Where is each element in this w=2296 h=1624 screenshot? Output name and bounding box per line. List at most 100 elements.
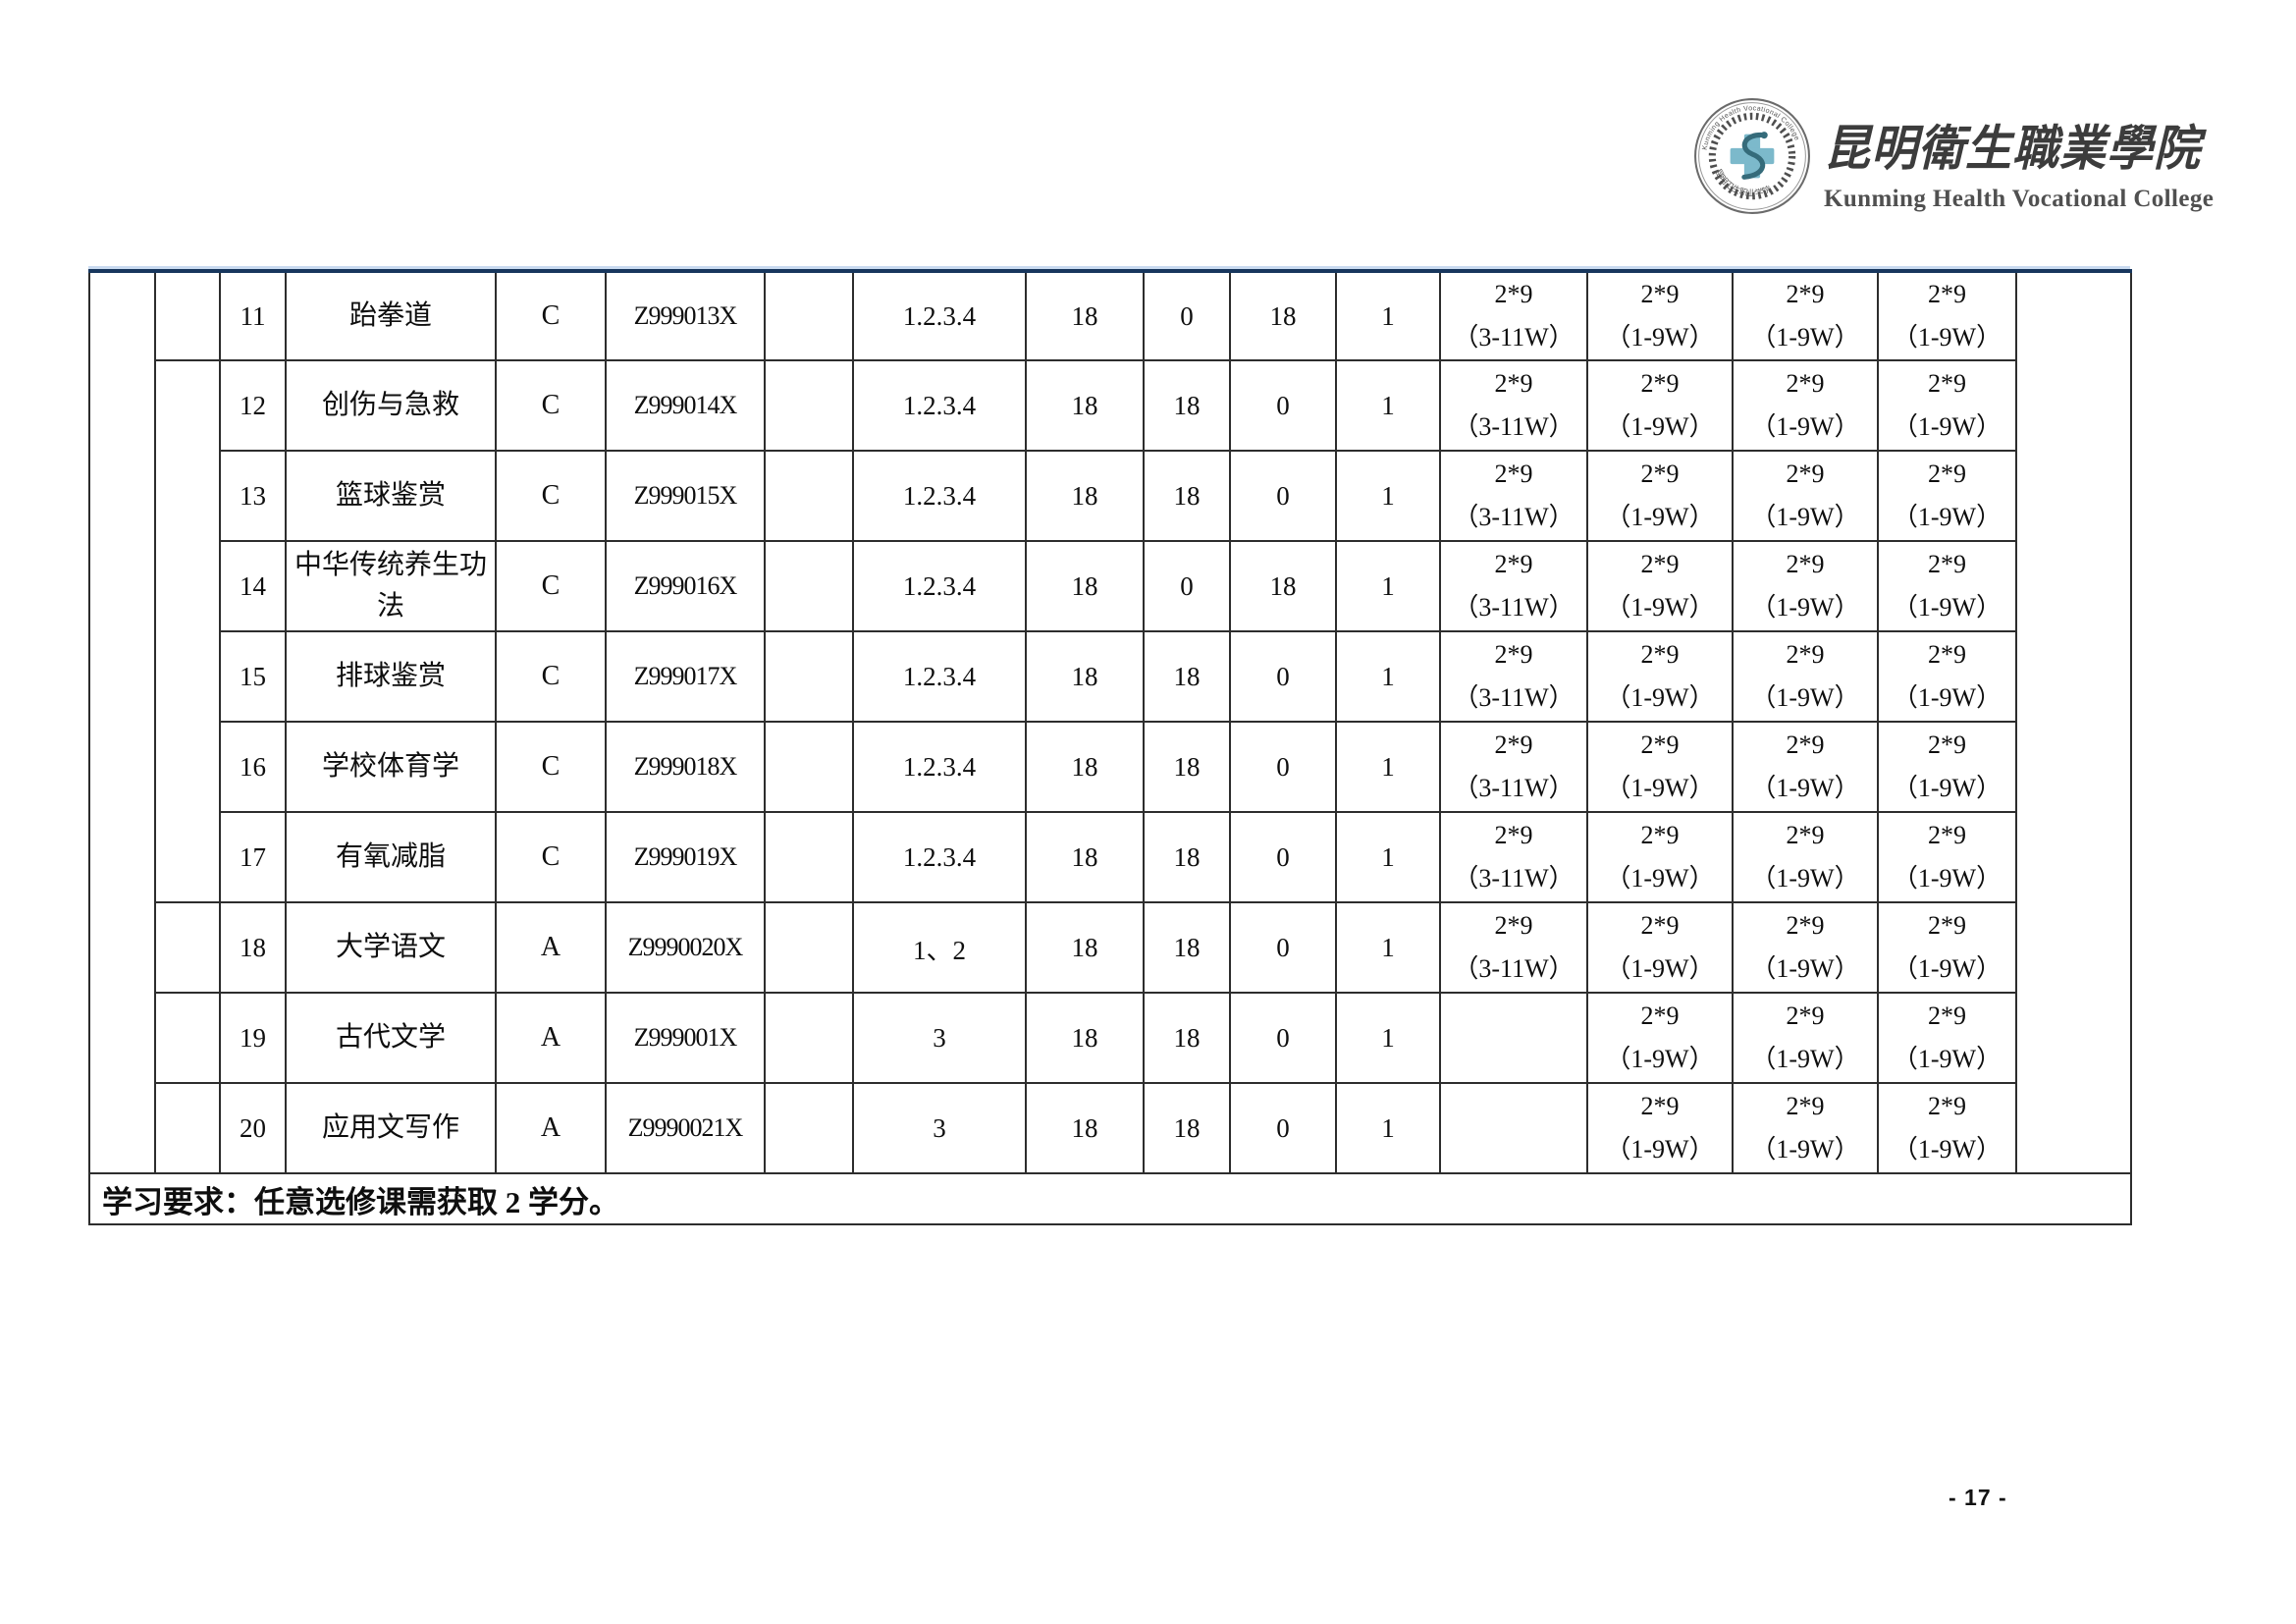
course-code: Z999018X: [605, 721, 766, 814]
course-week-schedule: 2*9 （3-11W）: [1439, 630, 1588, 724]
week-hours: 2*9: [1640, 911, 1680, 941]
week-hours: 2*9: [1928, 1092, 1966, 1121]
course-semesters: 1.2.3.4: [852, 359, 1027, 453]
category-cell-sub: [154, 1082, 221, 1175]
week-range: （1-9W）: [1892, 1135, 2002, 1164]
course-credits: 1: [1335, 450, 1441, 543]
course-week-schedule: 2*9 （1-9W）: [1877, 450, 2017, 543]
course-week-schedule: 2*9 （3-11W）: [1439, 450, 1588, 543]
course-credits: 1: [1335, 721, 1441, 814]
week-range: （1-9W）: [1892, 774, 2002, 803]
course-theory-hours: 0: [1143, 540, 1231, 633]
course-theory-hours: 18: [1143, 1082, 1231, 1175]
course-type: A: [495, 992, 607, 1085]
course-practice-hours: 0: [1229, 992, 1337, 1085]
week-hours: 2*9: [1928, 280, 1966, 308]
week-range: （3-11W）: [1453, 503, 1575, 532]
week-hours: 2*9: [1494, 640, 1533, 670]
course-number: 16: [219, 721, 287, 814]
week-range: （1-9W）: [1605, 954, 1715, 984]
course-week-schedule: 2*9 （1-9W）: [1732, 450, 1879, 543]
course-name: 有氧减脂: [285, 811, 497, 904]
course-practice-hours: 0: [1229, 721, 1337, 814]
course-type: C: [495, 540, 607, 633]
course-code: Z999001X: [605, 992, 766, 1085]
week-hours: 2*9: [1928, 550, 1966, 579]
course-week-schedule: 2*9 （1-9W）: [1877, 1082, 2017, 1175]
week-range: （1-9W）: [1750, 683, 1860, 713]
week-range: （1-9W）: [1605, 503, 1715, 532]
course-number: 20: [219, 1082, 287, 1175]
week-hours: 2*9: [1640, 550, 1680, 579]
course-total-hours: 18: [1025, 450, 1145, 543]
course-week-schedule: 2*9 （1-9W）: [1586, 901, 1734, 995]
empty-cell: [764, 992, 854, 1085]
course-theory-hours: 18: [1143, 992, 1231, 1085]
week-hours: 2*9: [1786, 280, 1825, 308]
empty-cell: [764, 359, 854, 453]
course-week-schedule: 2*9 （1-9W）: [1732, 901, 1879, 995]
course-name: 学校体育学: [285, 721, 497, 814]
course-number: 11: [219, 269, 287, 362]
week-hours: 2*9: [1494, 911, 1533, 941]
week-hours: 2*9: [1640, 1092, 1680, 1121]
course-credits: 1: [1335, 630, 1441, 724]
week-hours: 2*9: [1928, 821, 1966, 850]
course-code: Z999017X: [605, 630, 766, 724]
course-number: 14: [219, 540, 287, 633]
week-hours: 2*9: [1640, 1001, 1680, 1031]
week-hours: 2*9: [1786, 731, 1825, 760]
week-hours: 2*9: [1928, 460, 1966, 489]
week-hours: 2*9: [1928, 369, 1966, 399]
course-type: C: [495, 450, 607, 543]
empty-cell: [764, 630, 854, 724]
category-cell-sub: [154, 992, 221, 1085]
week-range: （1-9W）: [1892, 412, 2002, 442]
course-code: Z999015X: [605, 450, 766, 543]
course-practice-hours: 18: [1229, 540, 1337, 633]
course-type: C: [495, 359, 607, 453]
week-hours: 2*9: [1640, 640, 1680, 670]
elective-course-table: 11 跆拳道 C Z999013X 1.2.3.4 18 0 18 1 2*9 （3-11W） 2*9…: [88, 269, 2132, 1226]
course-semesters: 1.2.3.4: [852, 450, 1027, 543]
week-range: （1-9W）: [1605, 1135, 1715, 1164]
course-credits: 1: [1335, 359, 1441, 453]
week-hours: 2*9: [1494, 550, 1533, 579]
course-week-schedule: 2*9 （1-9W）: [1732, 992, 1879, 1085]
course-total-hours: 18: [1025, 992, 1145, 1085]
course-number: 19: [219, 992, 287, 1085]
course-practice-hours: 0: [1229, 450, 1337, 543]
course-credits: 1: [1335, 1082, 1441, 1175]
college-name-block: 昆明衛生職業學院 Kunming Health Vocational Colle…: [1824, 92, 2214, 213]
week-hours: 2*9: [1786, 460, 1825, 489]
week-range: （1-9W）: [1605, 412, 1715, 442]
week-hours: 2*9: [1494, 280, 1533, 308]
course-name: 创伤与急救: [285, 359, 497, 453]
week-range: （1-9W）: [1750, 954, 1860, 984]
course-name: 中华传统养生功法: [285, 540, 497, 633]
course-name: 跆拳道: [285, 269, 497, 362]
category-cell-sub: [154, 269, 221, 362]
week-range: （1-9W）: [1750, 503, 1860, 532]
course-code: Z999016X: [605, 540, 766, 633]
week-hours: 2*9: [1494, 460, 1533, 489]
course-practice-hours: 0: [1229, 630, 1337, 724]
empty-cell: [764, 721, 854, 814]
course-week-schedule: 2*9 （1-9W）: [1732, 359, 1879, 453]
course-total-hours: 18: [1025, 1082, 1145, 1175]
course-practice-hours: 0: [1229, 901, 1337, 995]
course-type: C: [495, 269, 607, 362]
week-range: （1-9W）: [1605, 774, 1715, 803]
week-range: （3-11W）: [1453, 774, 1575, 803]
week-range: （1-9W）: [1750, 593, 1860, 623]
course-credits: 1: [1335, 992, 1441, 1085]
page-number: - 17 -: [1949, 1485, 2007, 1510]
course-week-schedule: 2*9 （1-9W）: [1732, 630, 1879, 724]
course-week-schedule: 2*9 （1-9W）: [1586, 630, 1734, 724]
week-hours: 2*9: [1640, 460, 1680, 489]
week-range: （1-9W）: [1892, 954, 2002, 984]
empty-cell: [764, 1082, 854, 1175]
course-credits: 1: [1335, 540, 1441, 633]
course-theory-hours: 18: [1143, 811, 1231, 904]
course-type: A: [495, 1082, 607, 1175]
